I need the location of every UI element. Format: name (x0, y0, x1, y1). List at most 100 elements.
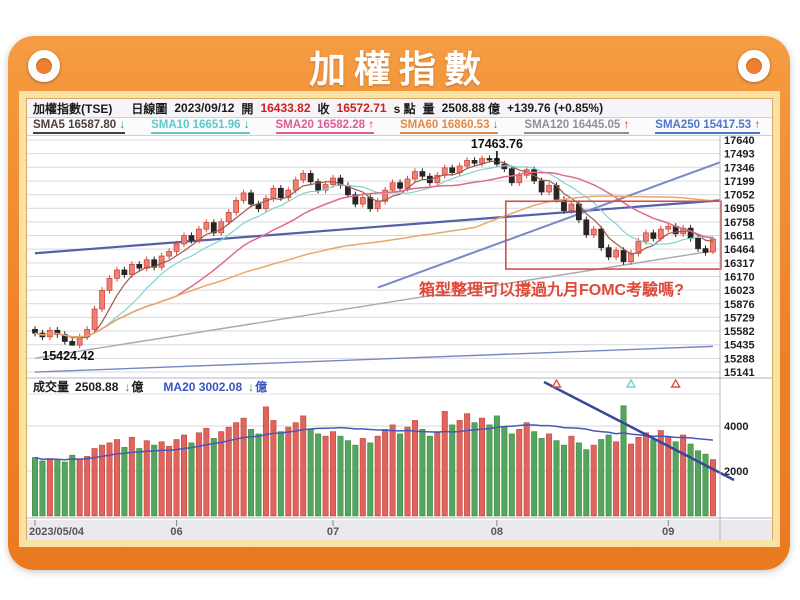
volume-bar (240, 417, 247, 517)
sma-line (34, 165, 713, 338)
card-body: 加權指數(TSE) 日線圖 2023/09/12 開 16433.82 收 16… (26, 98, 773, 540)
candle-body (158, 255, 165, 268)
points-suffix: s 點 (393, 101, 416, 116)
candle-body (203, 222, 210, 230)
price-axis-label: 17052 (724, 190, 755, 202)
volume-bar (248, 429, 255, 517)
volume-bar (650, 439, 657, 517)
candle-body (486, 158, 493, 161)
price-axis-label: 15141 (724, 367, 755, 379)
volume-bar (106, 442, 113, 517)
volume-bar (374, 435, 381, 517)
candle-body (516, 174, 523, 184)
candle-body (665, 225, 672, 230)
x-axis-label: 06 (170, 526, 182, 538)
candle-body (620, 250, 627, 263)
volume-bar (292, 422, 299, 517)
sma-line (34, 195, 714, 338)
candle-body (121, 269, 128, 276)
ring-decoration-right-icon (738, 50, 770, 82)
candle-body (590, 228, 597, 236)
candle-body (54, 329, 61, 335)
volume-ma-direction-icon: ↓ (248, 379, 255, 394)
volume-bar (397, 433, 404, 517)
close-value: 16572.71 (336, 101, 387, 115)
volume-bar (32, 457, 39, 517)
volume-bar (419, 429, 426, 517)
volume-bar (233, 422, 240, 517)
volume-bar (128, 436, 135, 517)
volume-bar (598, 439, 605, 517)
index-card: 加權指數 加權指數(TSE) 日線圖 2023/09/12 開 16433.82… (8, 36, 790, 570)
volume-bar (523, 422, 530, 517)
volume-axis-label: 2000 (724, 466, 748, 478)
volume-bar (359, 438, 366, 517)
card-header: 加權指數 (8, 36, 790, 96)
chart-panel: 加權指數(TSE) 日線圖 2023/09/12 開 16433.82 收 16… (26, 98, 773, 540)
candle-body (449, 167, 456, 173)
volume-bar (627, 443, 634, 517)
volume-bar (560, 444, 567, 517)
price-axis-label: 17346 (724, 162, 755, 174)
candle-body (240, 192, 247, 201)
volume-bar (501, 426, 508, 517)
candle-body (702, 248, 709, 253)
candle-body (359, 197, 366, 205)
price-axis-label: 15876 (724, 299, 755, 311)
volume-bar (546, 433, 553, 517)
volume-bar (464, 413, 471, 517)
candle-body (136, 264, 143, 269)
candle-body (695, 238, 701, 250)
volume-bar (277, 431, 284, 517)
x-axis-label: 09 (662, 526, 674, 538)
quote-date: 2023/09/12 (174, 101, 235, 115)
volume-bar (687, 443, 694, 517)
peak-pointer-arrow-icon (493, 158, 500, 163)
sma-legend-item-sma10: SMA10 16651.96 ↓ (151, 119, 250, 134)
volume-bar (575, 442, 582, 517)
candle-body (412, 171, 418, 180)
price-axis-label: 17493 (724, 149, 755, 161)
candle-body (389, 182, 396, 191)
volume-bar (225, 426, 232, 517)
signal-triangle-icon (551, 378, 562, 388)
candle-body (628, 252, 634, 263)
volume-value: 2508.88 (441, 101, 485, 115)
turnover-value: 2508.88 (75, 379, 119, 394)
volume-header: 成交量 2508.88 ↓ 億 MA20 3002.08 ↓ 億 (33, 379, 268, 395)
ring-decoration-left-icon (28, 50, 60, 82)
volume-ma-unit: 億 (255, 380, 268, 394)
volume-bar (404, 426, 411, 517)
change-value: +139.76 (+0.85%) (507, 101, 604, 115)
volume-bar (329, 431, 336, 517)
quote-info-bar: 加權指數(TSE) 日線圖 2023/09/12 開 16433.82 收 16… (27, 99, 772, 118)
low-annotation: 15424.42 (42, 349, 94, 363)
volume-bar (315, 433, 322, 517)
volume-bar (516, 429, 523, 517)
volume-bar (657, 430, 664, 517)
candle-body (538, 180, 545, 193)
candle-body (613, 250, 619, 258)
volume-bar (531, 431, 538, 517)
volume-bar (508, 433, 515, 517)
open-label: 開 (241, 101, 254, 116)
candle-body (188, 235, 195, 241)
candle-body (263, 198, 269, 210)
volume-bar (121, 447, 128, 517)
turnover-unit: 億 (131, 380, 144, 394)
volume-bar (307, 429, 314, 517)
candle-body (605, 247, 612, 258)
volume-bar (672, 441, 679, 517)
volume-bar (620, 405, 627, 517)
price-axis-label: 15288 (724, 353, 755, 365)
volume-bar (84, 456, 91, 517)
candle-body (270, 187, 277, 199)
x-axis-label: 2023/05/04 (29, 526, 85, 538)
price-axis-label: 16170 (724, 271, 755, 283)
candle-body (374, 200, 381, 210)
candle-body (307, 173, 314, 183)
candle-body (128, 264, 135, 276)
volume-bar (680, 434, 687, 517)
sma-legend-item-sma5: SMA5 16587.80 ↓ (33, 119, 126, 134)
